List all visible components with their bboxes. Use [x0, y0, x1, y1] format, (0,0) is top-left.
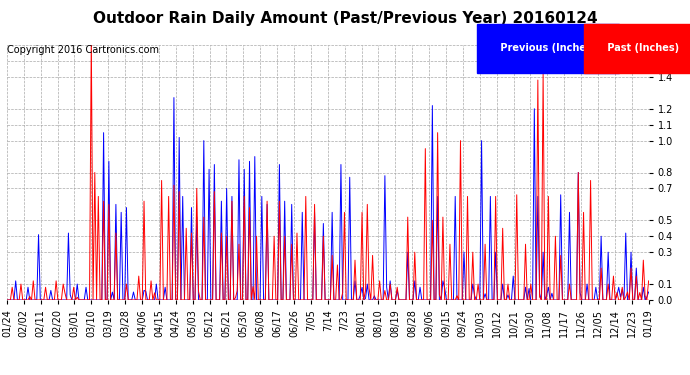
Text: Previous (Inches): Previous (Inches) — [497, 43, 600, 53]
Text: Copyright 2016 Cartronics.com: Copyright 2016 Cartronics.com — [7, 45, 159, 55]
Text: Past (Inches): Past (Inches) — [604, 43, 682, 53]
Text: Outdoor Rain Daily Amount (Past/Previous Year) 20160124: Outdoor Rain Daily Amount (Past/Previous… — [92, 11, 598, 26]
